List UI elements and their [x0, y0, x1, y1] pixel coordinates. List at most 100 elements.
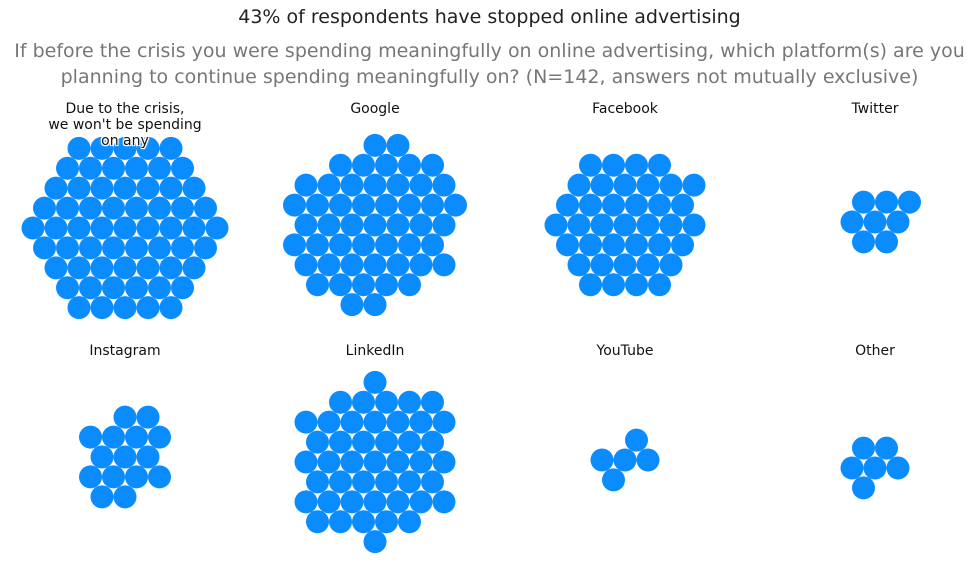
- dot-group-3: [840, 190, 921, 254]
- respondent-dot: [90, 216, 114, 240]
- respondent-dot: [352, 153, 375, 177]
- respondent-dot: [67, 296, 91, 320]
- respondent-dot: [363, 213, 387, 237]
- respondent-dot: [329, 510, 352, 534]
- respondent-dot: [317, 450, 341, 474]
- respondent-dot: [159, 216, 183, 240]
- respondent-dot: [682, 213, 706, 237]
- respondent-dot: [352, 510, 375, 534]
- respondent-dot: [113, 445, 137, 469]
- respondent-dot: [340, 173, 364, 197]
- respondent-dot: [113, 485, 137, 509]
- group-label-line: on any: [101, 133, 149, 149]
- respondent-dot: [125, 425, 148, 449]
- respondent-dot: [159, 176, 183, 200]
- respondent-dot: [294, 450, 318, 474]
- respondent-dot: [352, 470, 375, 494]
- respondent-dot: [386, 133, 410, 157]
- respondent-dot: [852, 190, 875, 214]
- respondent-dot: [79, 465, 102, 489]
- respondent-dot: [363, 370, 387, 394]
- respondent-dot: [113, 405, 137, 429]
- respondent-dot: [90, 296, 114, 320]
- respondent-dot: [602, 273, 625, 297]
- respondent-dot: [306, 430, 329, 454]
- respondent-dot: [398, 193, 421, 217]
- respondent-dot: [171, 276, 194, 300]
- respondent-dot: [294, 173, 318, 197]
- group-label-line: YouTube: [596, 343, 654, 359]
- respondent-dot: [432, 490, 456, 514]
- respondent-dot: [375, 193, 398, 217]
- respondent-dot: [863, 456, 887, 480]
- respondent-dot: [648, 193, 671, 217]
- dot-group-7: [840, 436, 910, 500]
- respondent-dot: [579, 273, 602, 297]
- respondent-dot: [79, 425, 102, 449]
- respondent-dot: [340, 490, 364, 514]
- respondent-dot: [875, 230, 898, 254]
- respondent-dot: [398, 510, 421, 534]
- respondent-dot: [90, 256, 114, 280]
- respondent-dot: [432, 253, 456, 277]
- respondent-dot: [340, 410, 364, 434]
- respondent-dot: [421, 193, 444, 217]
- respondent-dot: [363, 253, 387, 277]
- respondent-dot: [567, 253, 591, 277]
- group-label-line: Other: [855, 343, 895, 359]
- respondent-dot: [329, 233, 352, 257]
- respondent-dot: [21, 216, 45, 240]
- respondent-dot: [136, 256, 160, 280]
- respondent-dot: [363, 133, 387, 157]
- respondent-dot: [67, 256, 91, 280]
- respondent-dot: [294, 253, 318, 277]
- respondent-dot: [329, 430, 352, 454]
- respondent-dot: [125, 276, 148, 300]
- respondent-dot: [329, 193, 352, 217]
- respondent-dot: [44, 256, 68, 280]
- respondent-dot: [671, 193, 694, 217]
- group-label-line: Due to the crisis,: [65, 101, 185, 117]
- respondent-dot: [113, 136, 137, 160]
- respondent-dot: [283, 233, 306, 257]
- respondent-dot: [840, 456, 864, 480]
- group-label-line: LinkedIn: [345, 343, 405, 359]
- respondent-dot: [306, 470, 329, 494]
- respondent-dot: [579, 233, 602, 257]
- respondent-dot: [852, 436, 875, 460]
- group-label-line: Facebook: [592, 101, 658, 117]
- respondent-dot: [840, 210, 864, 234]
- respondent-dot: [113, 256, 137, 280]
- subtitle-line-2: planning to continue spending meaningful…: [60, 66, 919, 88]
- respondent-dot: [886, 210, 910, 234]
- respondent-dot: [113, 216, 137, 240]
- respondent-dot: [171, 236, 194, 260]
- respondent-dot: [875, 190, 898, 214]
- respondent-dot: [898, 190, 921, 214]
- respondent-dot: [602, 193, 625, 217]
- respondent-dot: [602, 233, 625, 257]
- respondent-dot: [194, 236, 217, 260]
- respondent-dot: [44, 176, 68, 200]
- respondent-dot: [125, 156, 148, 180]
- respondent-dot: [398, 470, 421, 494]
- respondent-dot: [648, 153, 671, 177]
- dot-group-5: [294, 370, 456, 554]
- respondent-dot: [205, 216, 229, 240]
- respondent-dot: [102, 156, 125, 180]
- respondent-dot: [182, 176, 206, 200]
- chart-title: 43% of respondents have stopped online a…: [238, 6, 741, 28]
- respondent-dot: [136, 176, 160, 200]
- respondent-dot: [375, 390, 398, 414]
- respondent-dot: [67, 176, 91, 200]
- dot-group-6: [590, 428, 660, 492]
- group-label: Facebook: [515, 101, 735, 117]
- respondent-dot: [648, 233, 671, 257]
- subtitle-line-1: If before the crisis you were spending m…: [14, 40, 965, 62]
- respondent-dot: [79, 276, 102, 300]
- respondent-dot: [102, 236, 125, 260]
- respondent-dot: [579, 193, 602, 217]
- respondent-dot: [148, 236, 171, 260]
- respondent-dot: [852, 230, 875, 254]
- group-label: LinkedIn: [265, 343, 485, 359]
